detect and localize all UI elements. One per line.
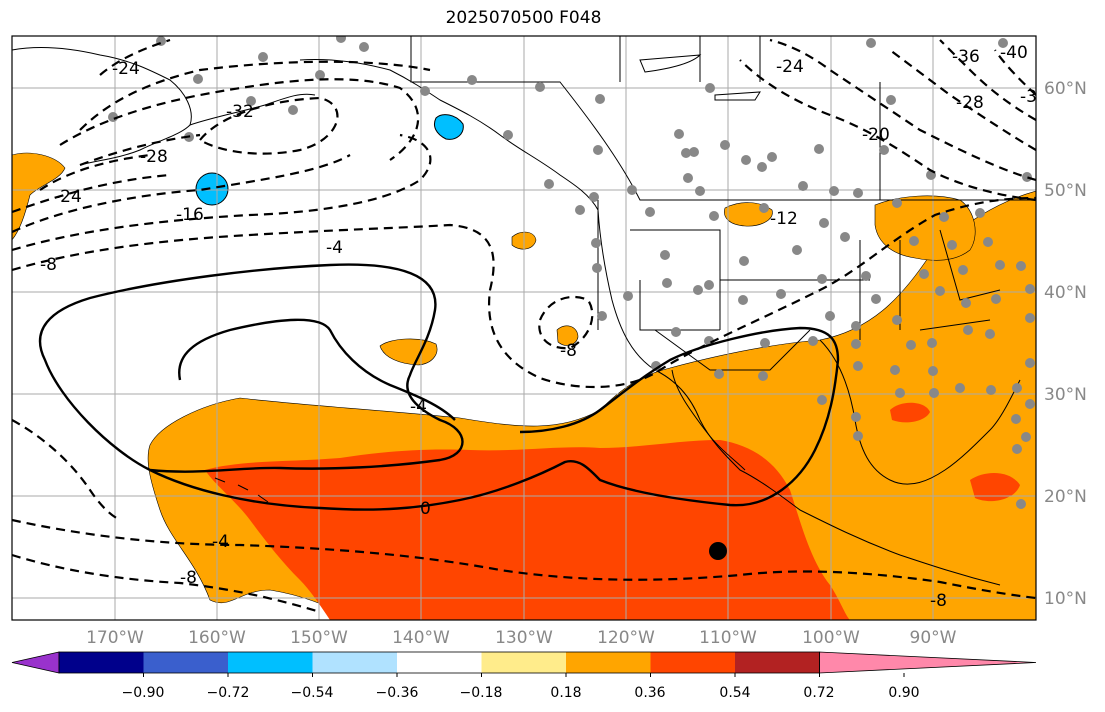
contour-label: -4 bbox=[410, 397, 427, 417]
colorbar-segment bbox=[397, 652, 482, 673]
colorbar bbox=[11, 651, 1037, 677]
lon-tick-label: 100°W bbox=[802, 628, 860, 648]
chart-title: 2025070500 F048 bbox=[445, 8, 602, 28]
contour-label: -20 bbox=[862, 125, 890, 145]
colorbar-tick-label: −0.36 bbox=[376, 685, 419, 701]
contour-label: -40 bbox=[1000, 43, 1028, 63]
contour-labels: -24 -32 -28 -24 -16 -8 -4 -24 -36 -40 -2… bbox=[40, 43, 1037, 611]
contour-label: -8 bbox=[930, 591, 947, 611]
colorbar-segment bbox=[312, 652, 398, 673]
colorbar-labels: −0.90 −0.72 −0.54 −0.36 −0.18 0.18 0.36 … bbox=[122, 685, 920, 701]
contour-label: -24 bbox=[54, 187, 82, 207]
solid-contours bbox=[38, 263, 840, 511]
storm-center-marker bbox=[709, 542, 727, 560]
map-panel: -24 -32 -28 -24 -16 -8 -4 -24 -36 -40 -2… bbox=[12, 36, 1037, 620]
contour-label: -8 bbox=[560, 341, 577, 361]
colorbar-tick-label: 0.72 bbox=[803, 685, 834, 701]
contour-label: 0 bbox=[420, 499, 431, 519]
lat-tick-label: 40°N bbox=[1044, 283, 1087, 303]
latitude-labels: 60°N 50°N 40°N 30°N 20°N 10°N bbox=[1044, 79, 1087, 609]
colorbar-tick-label: 0.36 bbox=[634, 685, 665, 701]
contour-label: -4 bbox=[326, 238, 343, 258]
lon-tick-label: 160°W bbox=[188, 628, 246, 648]
contour-label: -36 bbox=[952, 47, 980, 67]
lon-tick-label: 170°W bbox=[86, 628, 144, 648]
lon-tick-label: 90°W bbox=[910, 628, 957, 648]
lat-tick-label: 20°N bbox=[1044, 487, 1087, 507]
lat-tick-label: 50°N bbox=[1044, 181, 1087, 201]
colorbar-segment bbox=[143, 652, 229, 673]
lat-tick-label: 60°N bbox=[1044, 79, 1087, 99]
colorbar-segment bbox=[566, 652, 651, 673]
lat-tick-label: 30°N bbox=[1044, 385, 1087, 405]
contour-label: -16 bbox=[176, 205, 204, 225]
anomaly-red-fill bbox=[205, 402, 1020, 620]
longitude-labels: 170°W 160°W 150°W 140°W 130°W 120°W 110°… bbox=[86, 628, 957, 648]
contour-label: -8 bbox=[40, 255, 57, 275]
colorbar-frame bbox=[58, 651, 820, 674]
contour-label: -12 bbox=[770, 209, 798, 229]
dashed-contours bbox=[12, 38, 1036, 614]
map-frame bbox=[11, 35, 1037, 621]
lon-tick-label: 110°W bbox=[699, 628, 757, 648]
colorbar-tick-label: −0.54 bbox=[291, 685, 334, 701]
contour-label: -8 bbox=[180, 568, 197, 588]
lon-tick-label: 120°W bbox=[597, 628, 655, 648]
contour-label: -24 bbox=[112, 59, 140, 79]
lon-tick-label: 140°W bbox=[392, 628, 450, 648]
colorbar-segment bbox=[650, 652, 736, 673]
colorbar-tick-label: −0.18 bbox=[460, 685, 503, 701]
station-markers bbox=[108, 36, 1035, 509]
colorbar-segment bbox=[481, 652, 567, 673]
colorbar-tick-label: 0.90 bbox=[888, 685, 919, 701]
lon-tick-label: 130°W bbox=[495, 628, 553, 648]
contour-label: -24 bbox=[776, 57, 804, 77]
contour-label: -32 bbox=[226, 102, 254, 122]
contour-label: -28 bbox=[956, 93, 984, 113]
colorbar-tick-label: 0.18 bbox=[550, 685, 581, 701]
colorbar-tick-label: −0.90 bbox=[122, 685, 165, 701]
colorbar-segment bbox=[735, 652, 820, 673]
colorbar-segment bbox=[59, 652, 144, 673]
colorbar-extension-high bbox=[819, 651, 1037, 674]
colorbar-extension-low bbox=[11, 651, 60, 674]
anomaly-blue-fill bbox=[195, 114, 464, 206]
gridlines bbox=[12, 36, 1036, 620]
contour-label: -28 bbox=[140, 147, 168, 167]
lat-tick-label: 10°N bbox=[1044, 589, 1087, 609]
colorbar-tick-label: 0.54 bbox=[719, 685, 750, 701]
contour-label: -3 bbox=[1020, 87, 1037, 107]
colorbar-segment bbox=[228, 652, 313, 673]
colorbar-tick-label: −0.72 bbox=[207, 685, 250, 701]
lon-tick-label: 150°W bbox=[290, 628, 348, 648]
contour-label: -4 bbox=[212, 532, 229, 552]
